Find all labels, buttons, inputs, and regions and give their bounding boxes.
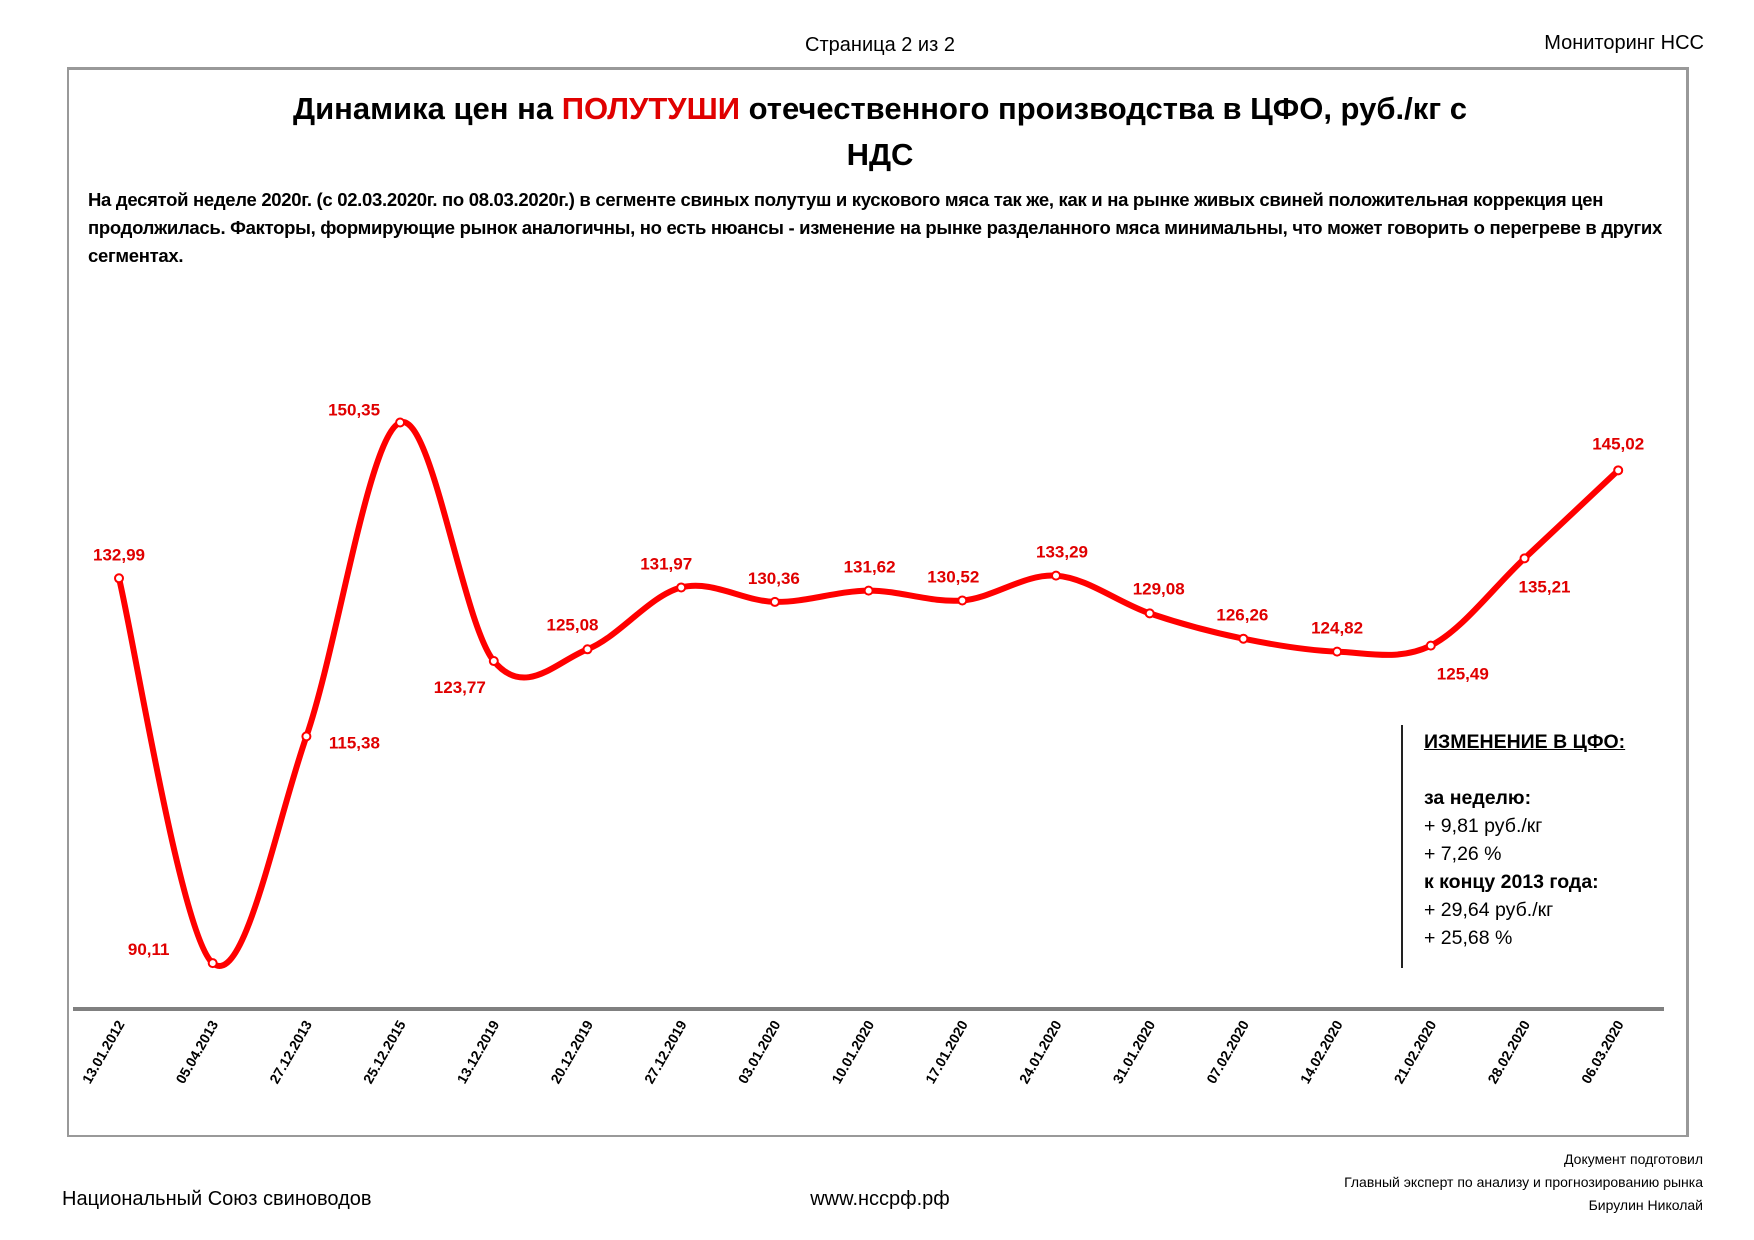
data-label: 131,62 [844,558,896,577]
data-point [1051,570,1061,581]
title-part2: отечественного производства в ЦФО, руб./… [740,91,1467,126]
week-pct: + 7,26 % [1424,843,1502,865]
footer-position: Главный эксперт по анализу и прогнозиров… [1344,1174,1703,1190]
data-point [207,958,218,969]
x-tick-label: 21.02.2020 [1391,1017,1440,1086]
data-point [957,595,968,606]
data-point [1144,608,1155,619]
x-tick-label: 14.02.2020 [1297,1017,1346,1086]
chart-title: Динамика цен на ПОЛУТУШИ отечественного … [160,86,1600,178]
data-label: 90,11 [128,940,170,959]
change-box: ИЗМЕНЕНИЕ В ЦФО: за неделю: + 9,81 руб./… [1424,728,1625,952]
data-point [1613,465,1624,476]
x-tick-label: 31.01.2020 [1109,1017,1158,1086]
data-point [301,731,312,742]
data-label: 125,08 [547,615,599,634]
box-divider [1401,725,1403,968]
x-tick-label: 27.12.2013 [266,1017,315,1086]
title-part1: Динамика цен на [293,91,562,126]
x-tick-label: 20.12.2019 [547,1017,596,1086]
series-line [116,419,1621,969]
x-tick-label: 27.12.2019 [641,1017,690,1086]
data-label: 131,97 [640,554,692,573]
x-tick-label: 13.12.2019 [454,1017,503,1086]
since-pct: + 25,68 % [1424,927,1513,949]
x-tick-label: 10.01.2020 [828,1017,877,1086]
data-label: 150,35 [328,401,380,420]
data-label: 130,36 [748,569,800,588]
header-monitoring: Мониторинг НСС [1544,32,1704,54]
data-point [1519,553,1530,564]
description: На десятой неделе 2020г. (с 02.03.2020г.… [88,189,1662,266]
data-point [676,582,687,593]
data-point [1238,633,1249,644]
data-point [488,656,499,667]
data-label: 129,08 [1133,579,1185,598]
data-point [769,596,780,607]
data-label: 133,29 [1036,543,1088,562]
data-label: 123,77 [434,678,486,697]
data-point [1425,640,1436,651]
title-line2: НДС [846,137,914,172]
x-tick-label: 13.01.2012 [79,1017,128,1086]
data-label: 126,26 [1216,606,1268,625]
week-label: за неделю: [1424,787,1532,809]
footer-author: Документ подготовил Главный эксперт по а… [1344,1148,1703,1217]
data-label: 145,02 [1592,434,1644,453]
x-tick-label: 25.12.2015 [360,1017,409,1086]
x-tick-label: 28.02.2020 [1484,1017,1533,1086]
week-rub: + 9,81 руб./кг [1424,815,1543,837]
x-tick-label: 07.02.2020 [1203,1017,1252,1086]
data-label: 132,99 [93,545,145,564]
footer-name: Бирулин Николай [1588,1197,1703,1213]
since-rub: + 29,64 руб./кг [1424,899,1554,921]
x-tick-label: 06.03.2020 [1578,1017,1627,1086]
data-label: 130,52 [927,567,979,586]
footer-org: Национальный Союз свиноводов [62,1188,372,1210]
x-tick-label: 03.01.2020 [735,1017,784,1086]
data-point [1332,646,1343,657]
change-heading: ИЗМЕНЕНИЕ В ЦФО: [1424,731,1626,753]
x-tick-label: 17.01.2020 [922,1017,971,1086]
data-label: 115,38 [329,733,380,752]
x-tick-label: 24.01.2020 [1016,1017,1065,1086]
page-number: Страница 2 из 2 [805,34,955,56]
data-label: 125,49 [1437,665,1489,684]
data-label: 135,21 [1519,577,1571,596]
chart-frame [67,67,1689,1137]
footer-website[interactable]: www.нсcрф.рф [810,1188,950,1210]
since-label: к концу 2013 года: [1424,871,1599,893]
data-label: 124,82 [1311,619,1363,638]
data-point [114,573,124,584]
footer-prepared: Документ подготовил [1564,1151,1703,1167]
data-point [395,417,406,428]
x-tick-label: 05.04.2013 [172,1017,221,1086]
data-point [582,644,593,655]
data-point [863,585,874,596]
title-highlight: ПОЛУТУШИ [561,91,740,126]
